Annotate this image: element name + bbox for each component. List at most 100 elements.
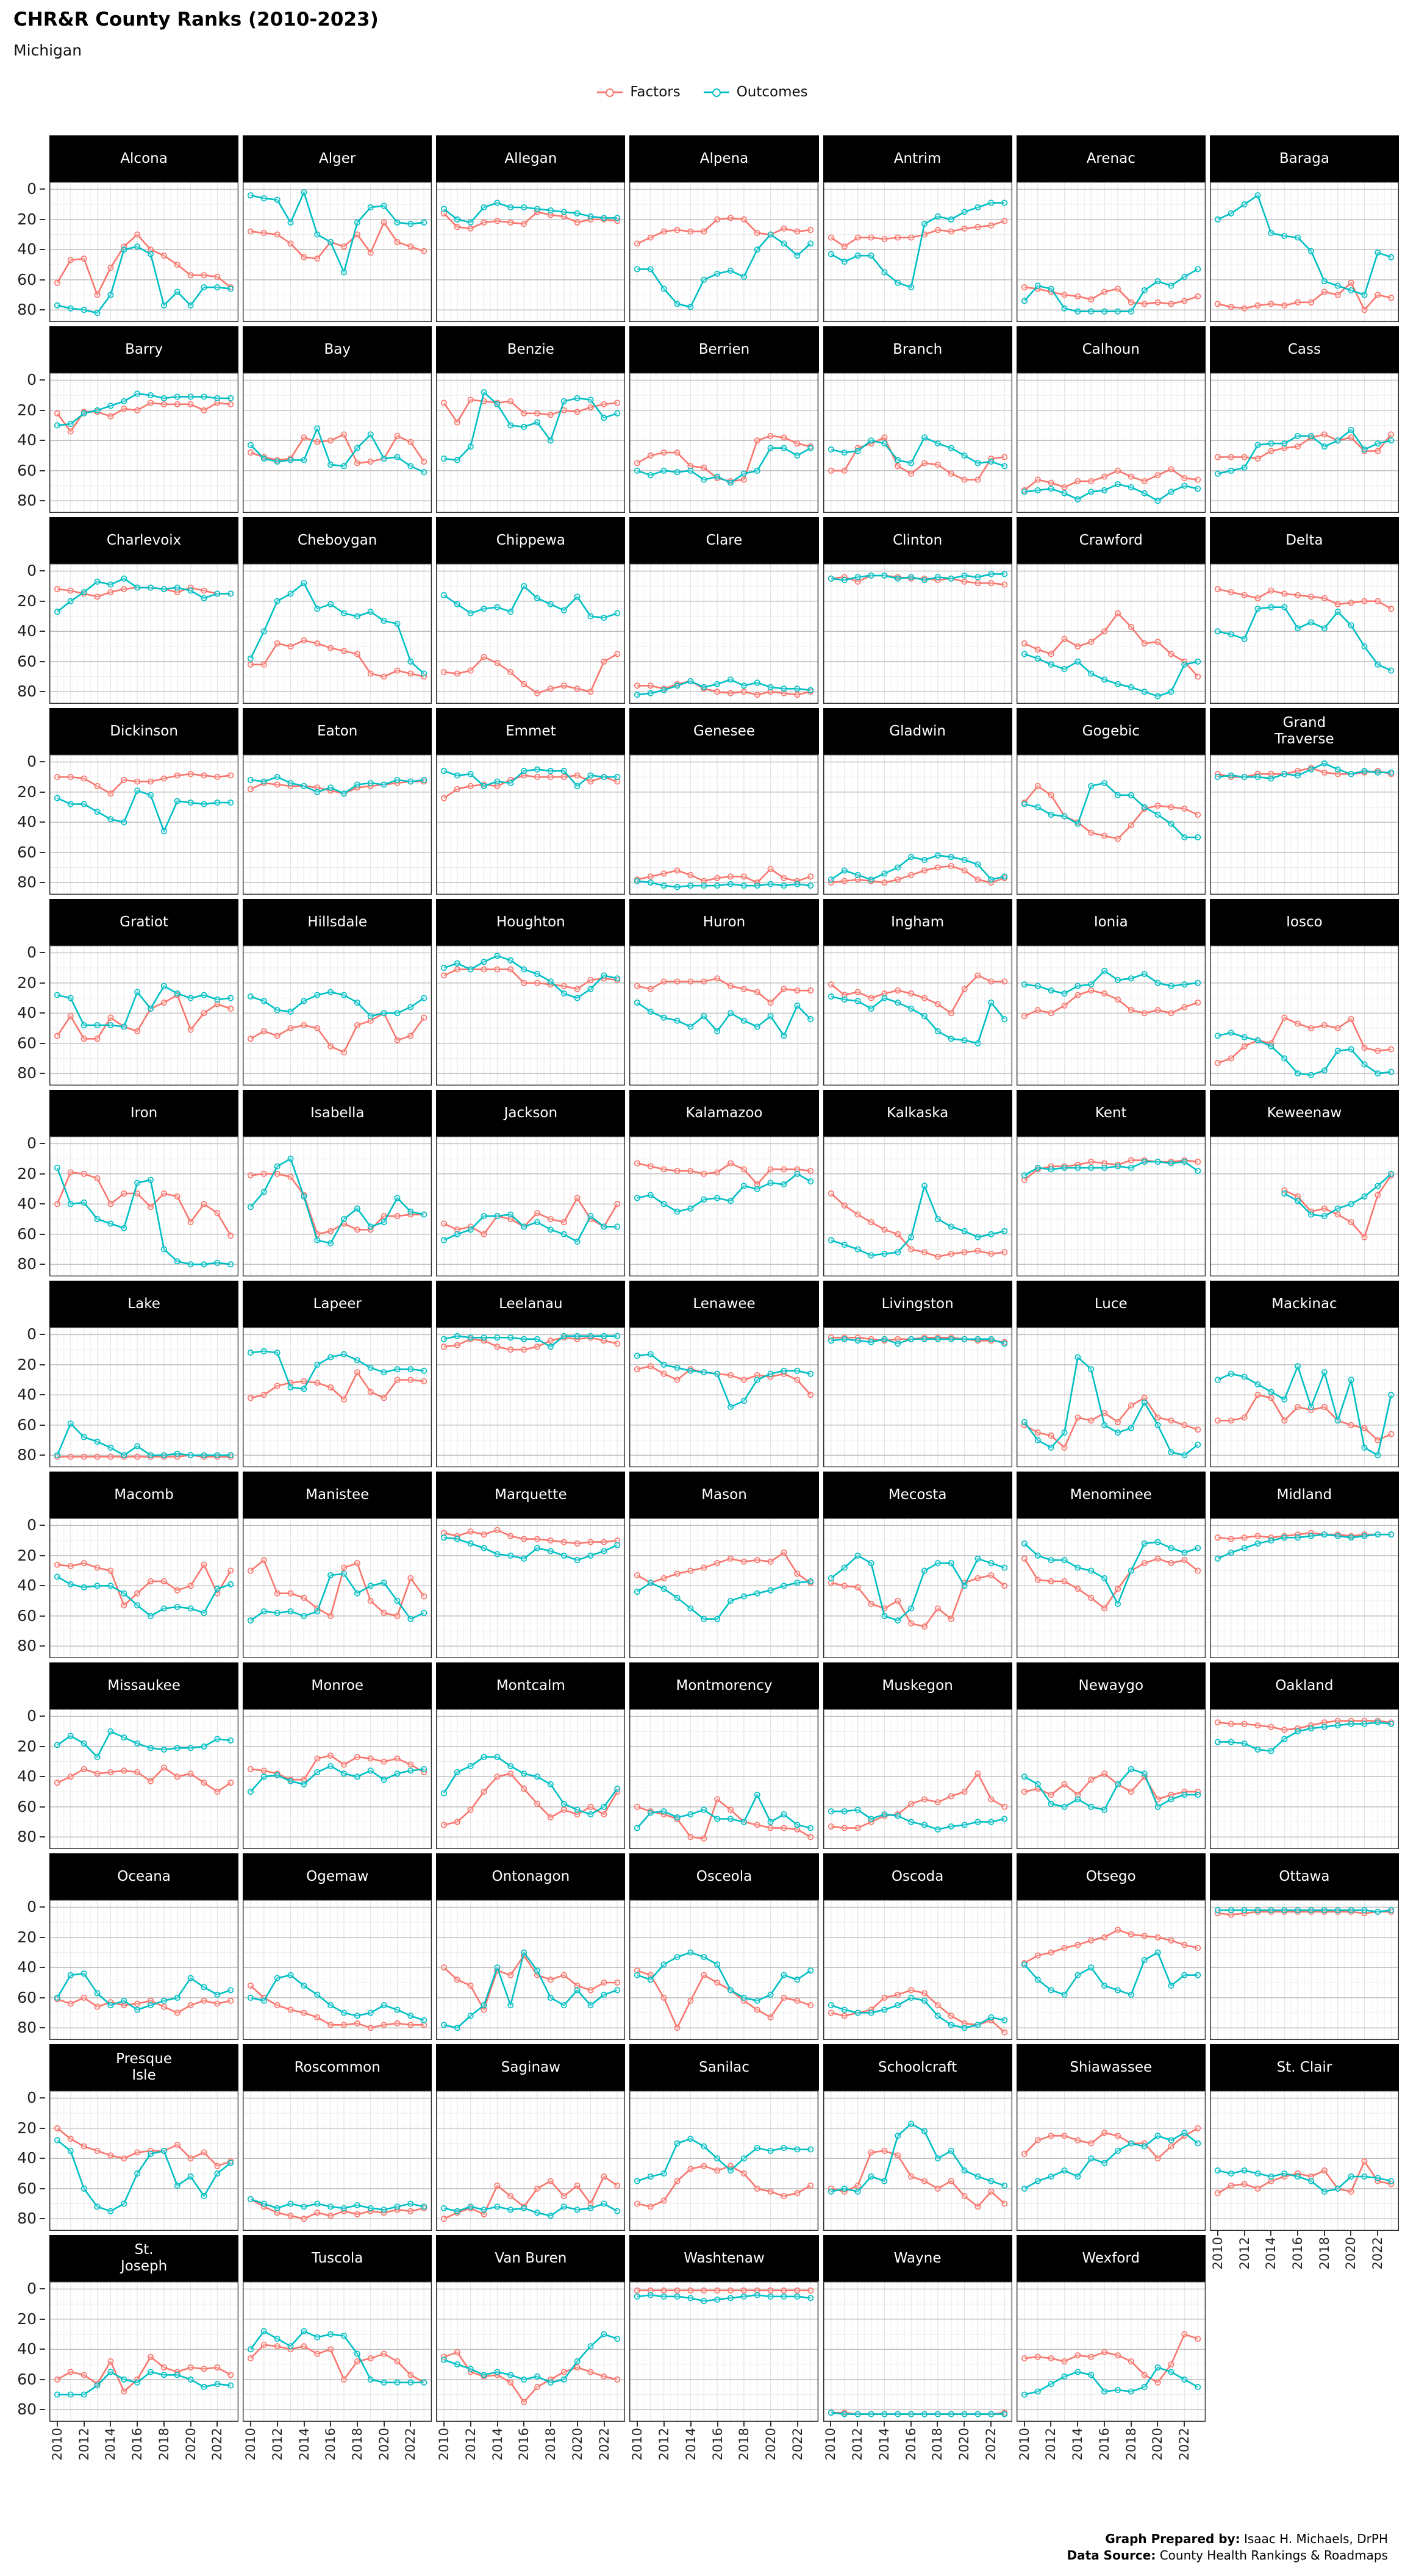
x-tick [357,2422,359,2427]
facet-strip-title: Mason [629,1472,819,1518]
facet-strip-title: Ogemaw [243,1853,432,1900]
facet-strip-title: Kalamazoo [629,1090,819,1136]
y-tick-label: 20 [17,1546,37,1564]
facet-strip-title: Monroe [243,1662,432,1709]
facet-strip-title: Schoolcraft [823,2044,1012,2091]
y-tick-label: 40 [17,2149,37,2167]
x-tick [1077,2422,1079,2427]
y-tick [40,1525,45,1526]
facet-panel [1209,1327,1399,1467]
facet-panel [436,2281,626,2422]
facet-mason: Mason [629,1472,819,1658]
facet-panel [823,1518,1012,1658]
y-tick-label: 20 [17,1928,37,1946]
facet-iron: Iron [49,1090,239,1276]
facet-strip-title: Clare [629,517,819,564]
facet-panel [49,2281,239,2422]
facet-panel [629,945,819,1086]
facet-montmorency: Montmorency [629,1662,819,1849]
facet-strip-title: Sanilac [629,2044,819,2091]
x-axis-labels: 2010 2012 2014 2016 2018 2020 2022 [629,2422,818,2478]
facet-strip-title: Delta [1209,517,1399,564]
facet-macomb: Macomb [49,1472,239,1658]
y-tick-label: 20 [17,2309,37,2328]
x-tick [883,2422,885,2427]
facet-panel [1016,2281,1206,2422]
facet-panel [823,2091,1012,2231]
facet-panel [823,564,1012,704]
facet-panel [49,1709,239,1849]
y-tick [40,1716,45,1717]
x-tick [550,2422,552,2427]
facet-livingston: Livingston [823,1281,1012,1467]
facet-panel [1209,182,1399,322]
facet-branch: Branch [823,326,1012,513]
facet-cass: Cass [1209,326,1399,513]
x-tick [990,2422,992,2427]
facet-panel [243,2281,432,2422]
x-tick [1323,2231,1325,2236]
facet-washtenaw: Washtenaw 2010 2012 2014 2016 2018 2020 2022 [629,2235,819,2478]
y-tick [40,821,45,823]
facet-strip-title: Mackinac [1209,1281,1399,1327]
y-tick-label: 20 [17,401,37,419]
facet-strip-title: Branch [823,326,1012,373]
facet-strip-title: Isabella [243,1090,432,1136]
facet-panel [436,945,626,1086]
x-tick-label: 2016 [130,2428,145,2461]
x-tick [637,2422,638,2427]
facet-iosco: Iosco [1209,899,1399,1086]
facet-monroe: Monroe [243,1662,432,1849]
x-tick-label: 2012 [463,2428,478,2461]
facet-panel [436,182,626,322]
facet-panel [629,564,819,704]
facet-panel [1016,1709,1206,1849]
facet-panel [49,1136,239,1276]
y-tick [40,851,45,853]
page-subtitle: Michigan [13,41,82,59]
facet-wayne: Wayne 2010 2012 2014 2016 2018 2020 2022 [823,2235,1012,2478]
y-tick [40,761,45,763]
x-tick-label: 2022 [210,2428,225,2461]
x-tick-label: 2016 [517,2428,532,2461]
facet-strip-title: Iron [49,1090,239,1136]
facet-mackinac: Mackinac [1209,1281,1399,1467]
facet-muskegon: Muskegon [823,1662,1012,1849]
facet-strip-title: Gladwin [823,708,1012,754]
facet-strip-title: Wayne [823,2235,1012,2281]
facet-panel [243,1900,432,2040]
facet-panel [629,1327,819,1467]
y-tick [40,1454,45,1456]
y-tick-label: 80 [17,1828,37,1846]
y-tick-label: 20 [17,973,37,992]
y-axis-labels: 0 20 40 60 80 [6,517,45,704]
y-tick-label: 80 [17,301,37,319]
y-tick-label: 60 [17,1606,37,1625]
y-tick-label: 0 [27,1898,37,1916]
facet-panel [629,182,819,322]
x-tick-label: 2020 [1150,2428,1165,2461]
facet-dickinson: Dickinson [49,708,239,895]
x-tick [137,2422,138,2427]
x-tick-label: 2016 [323,2428,338,2461]
y-tick [40,952,45,954]
facet-row: 0 20 40 60 80 Missaukee Monroe Montcalm Montmore… [6,1662,1399,1849]
x-tick [216,2422,218,2427]
facet-strip-title: Menominee [1016,1472,1206,1518]
facet-clinton: Clinton [823,517,1012,704]
facet-strip-title: Osceola [629,1853,819,1900]
legend: Factors Outcomes [0,84,1405,100]
footer-credits: Graph Prepared by: Isaac H. Michaels, Dr… [1067,2531,1388,2564]
facet-panel [823,1136,1012,1276]
y-tick-label: 20 [17,2119,37,2137]
facet-panel [49,754,239,895]
facet-isabella: Isabella [243,1090,432,1276]
y-tick-label: 0 [27,2089,37,2107]
facet-row: 0 20 40 60 80 Gratiot Hillsdale Houghton Huron In… [6,899,1399,1086]
factors-line-icon [597,88,623,97]
y-tick-label: 20 [17,1737,37,1755]
legend-item-factors: Factors [597,84,681,100]
y-tick [40,1555,45,1556]
facet-ionia: Ionia [1016,899,1206,1086]
x-tick [1130,2422,1132,2427]
